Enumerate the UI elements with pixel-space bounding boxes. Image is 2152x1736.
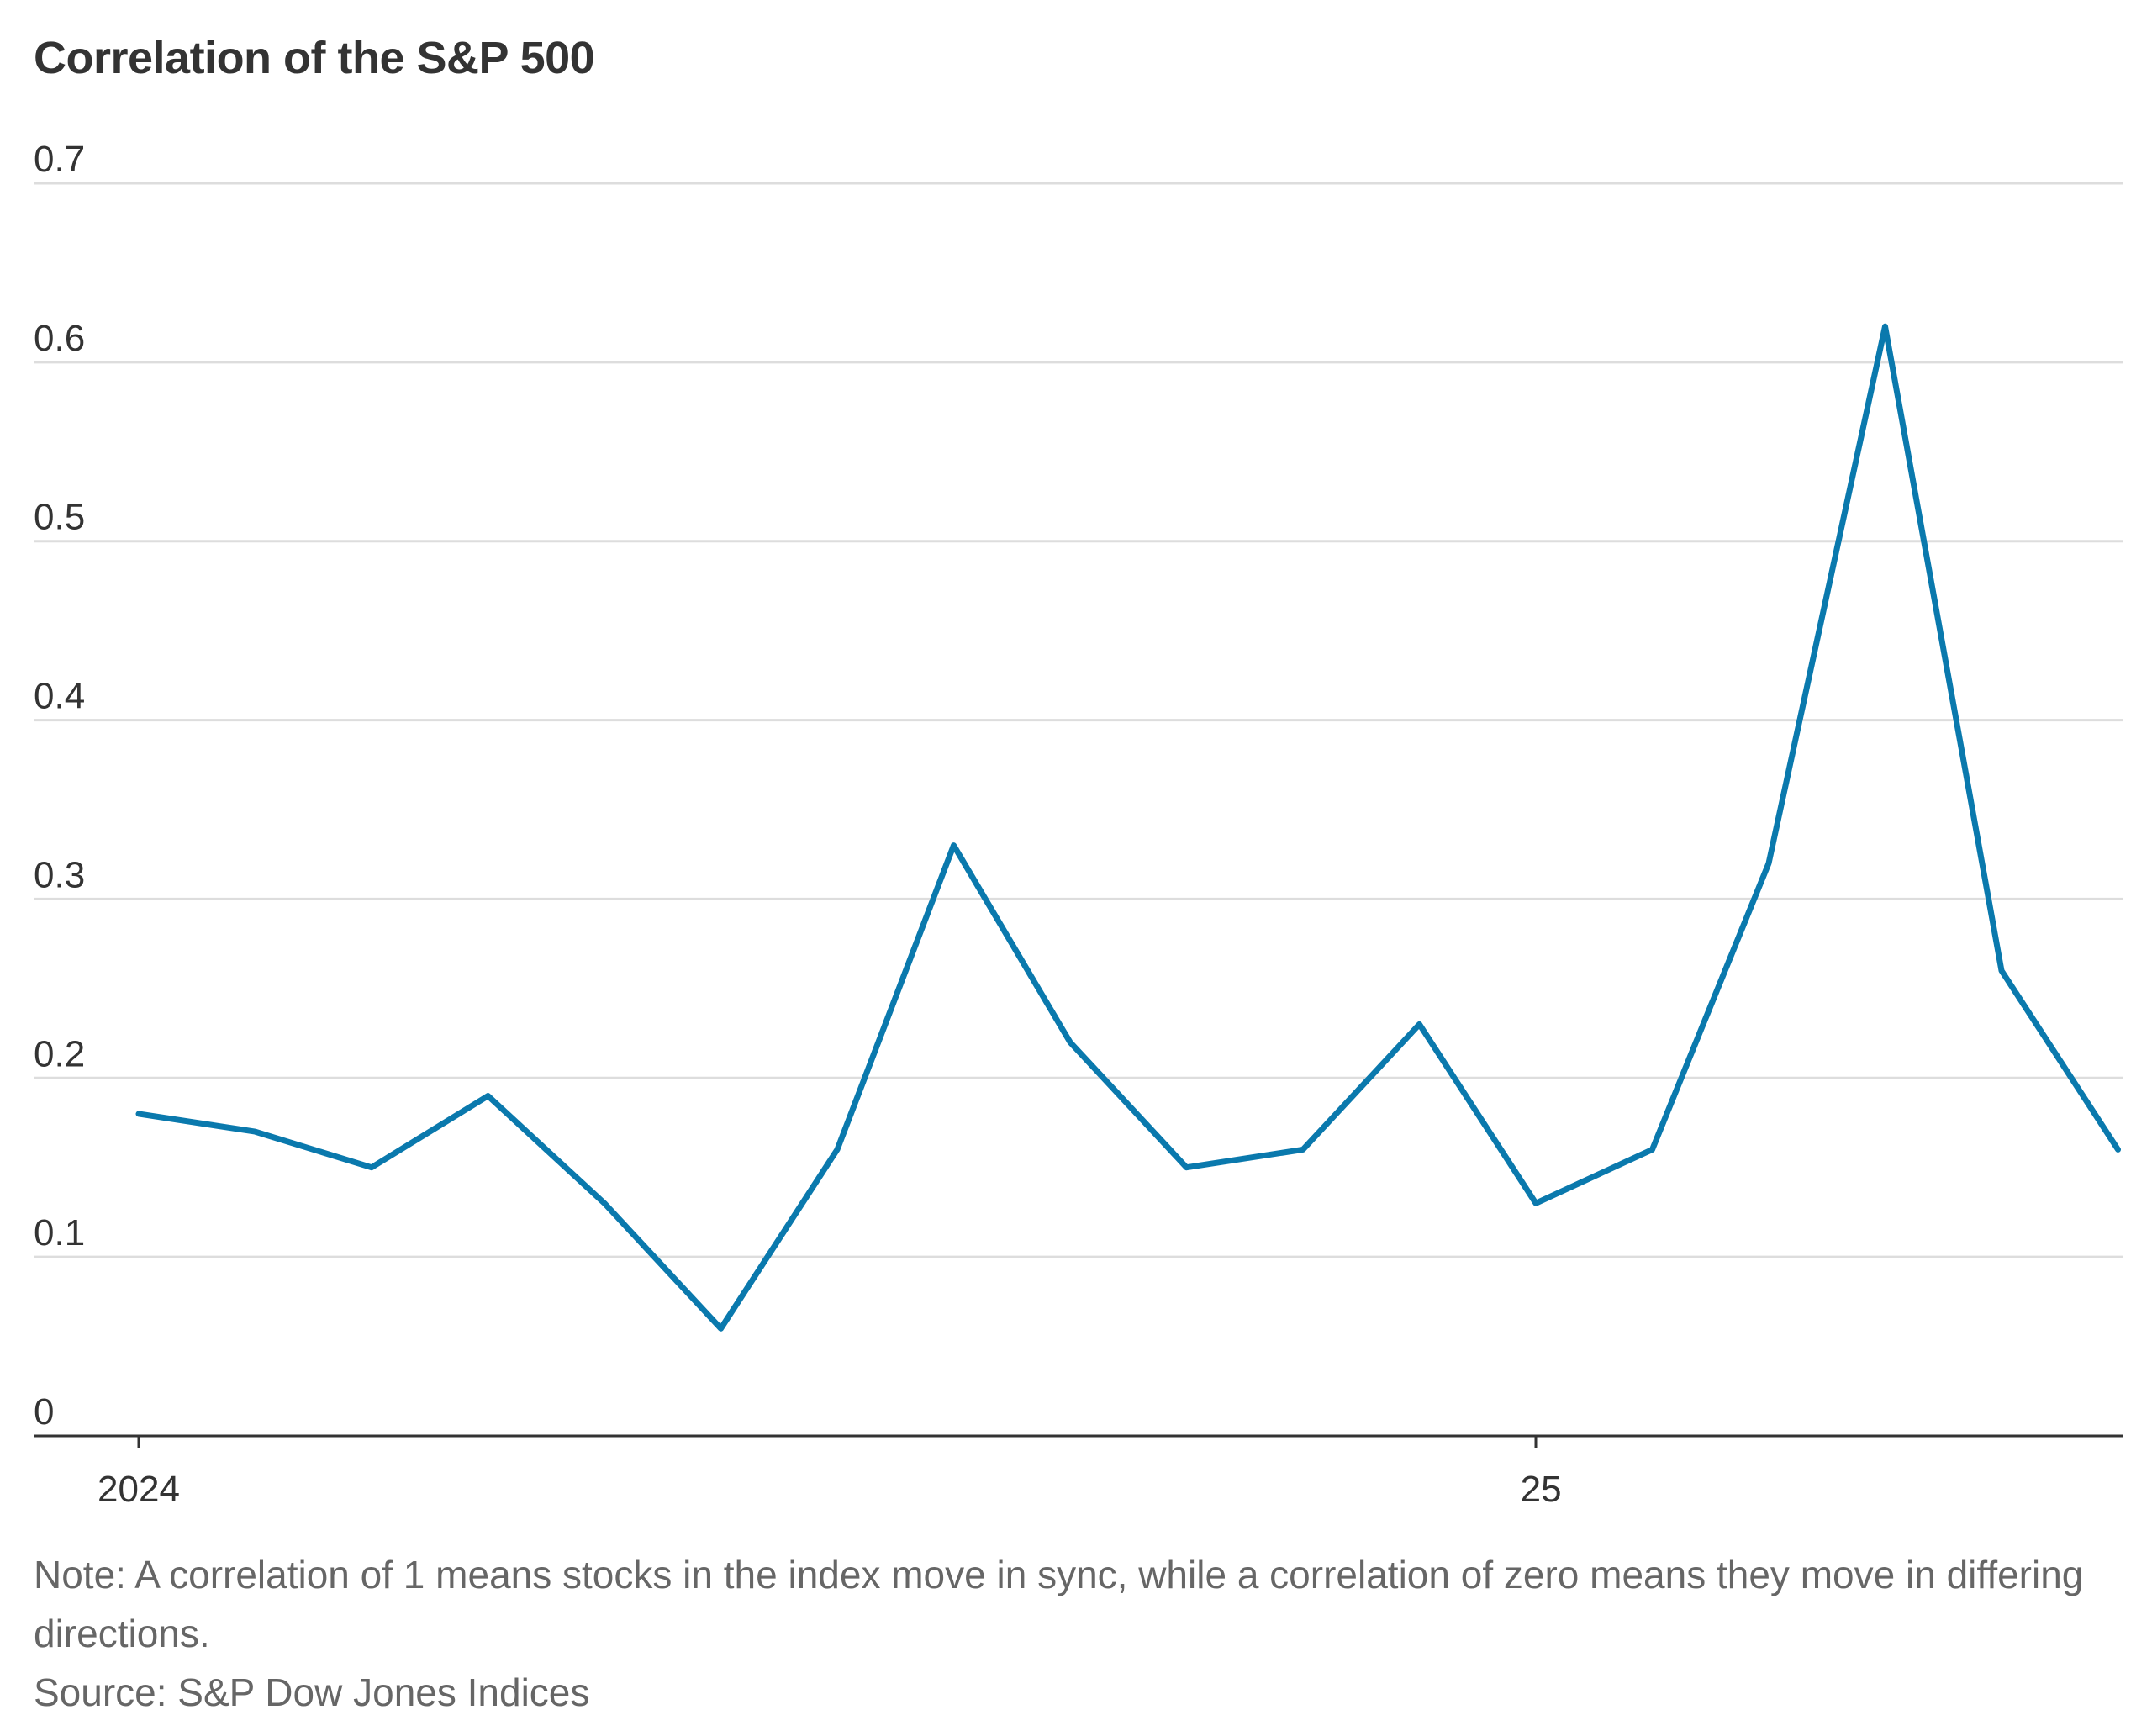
chart-note: Note: A correlation of 1 means stocks in…: [34, 1553, 2084, 1655]
y-tick-label: 0.7: [34, 139, 85, 180]
data-point: [1999, 968, 2004, 974]
x-axis-tick-labels: 2024 25: [98, 1469, 1562, 1510]
data-point: [2115, 1147, 2121, 1153]
y-tick-label: 0.2: [34, 1033, 85, 1074]
y-tick-label: 0.5: [34, 497, 85, 538]
data-point: [602, 1200, 607, 1206]
y-axis-tick-labels: 0 0.1 0.2 0.3 0.4 0.5 0.6 0.7: [34, 139, 85, 1433]
y-tick-label: 0.3: [34, 854, 85, 895]
x-axis: [34, 1434, 2123, 1448]
chart-source: Source: S&P Dow Jones Indices: [34, 1670, 590, 1714]
data-point: [835, 1147, 840, 1153]
x-tick-label: 25: [1510, 1469, 1561, 1510]
series-line-correlation: [135, 323, 2121, 1332]
data-point: [1416, 1021, 1422, 1027]
x-tick-label: 2024: [98, 1469, 180, 1510]
data-point: [1882, 324, 1888, 330]
chart-title: Correlation of the S&P 500: [34, 33, 595, 83]
data-point: [1184, 1164, 1189, 1170]
y-tick-label: 0: [34, 1391, 54, 1433]
data-point: [136, 1111, 141, 1116]
y-tick-label: 0.6: [34, 318, 85, 359]
data-point: [1766, 860, 1771, 866]
y-tick-label: 0.1: [34, 1212, 85, 1253]
data-point: [1533, 1200, 1538, 1206]
data-point: [1068, 1039, 1073, 1045]
line-chart: 0 0.1 0.2 0.3 0.4 0.5 0.6 0.7 2024 25: [34, 139, 2123, 1510]
y-tick-label: 0.4: [34, 676, 85, 717]
data-point: [252, 1129, 258, 1135]
chart-footer: Note: A correlation of 1 means stocks in…: [34, 1545, 2118, 1722]
grid-lines: [34, 182, 2123, 1258]
data-point: [951, 842, 957, 848]
series-layer: [135, 323, 2121, 1332]
data-point: [369, 1164, 374, 1170]
data-point: [485, 1093, 491, 1099]
data-point: [718, 1326, 724, 1332]
data-point: [1649, 1147, 1655, 1153]
data-point: [1300, 1147, 1305, 1153]
